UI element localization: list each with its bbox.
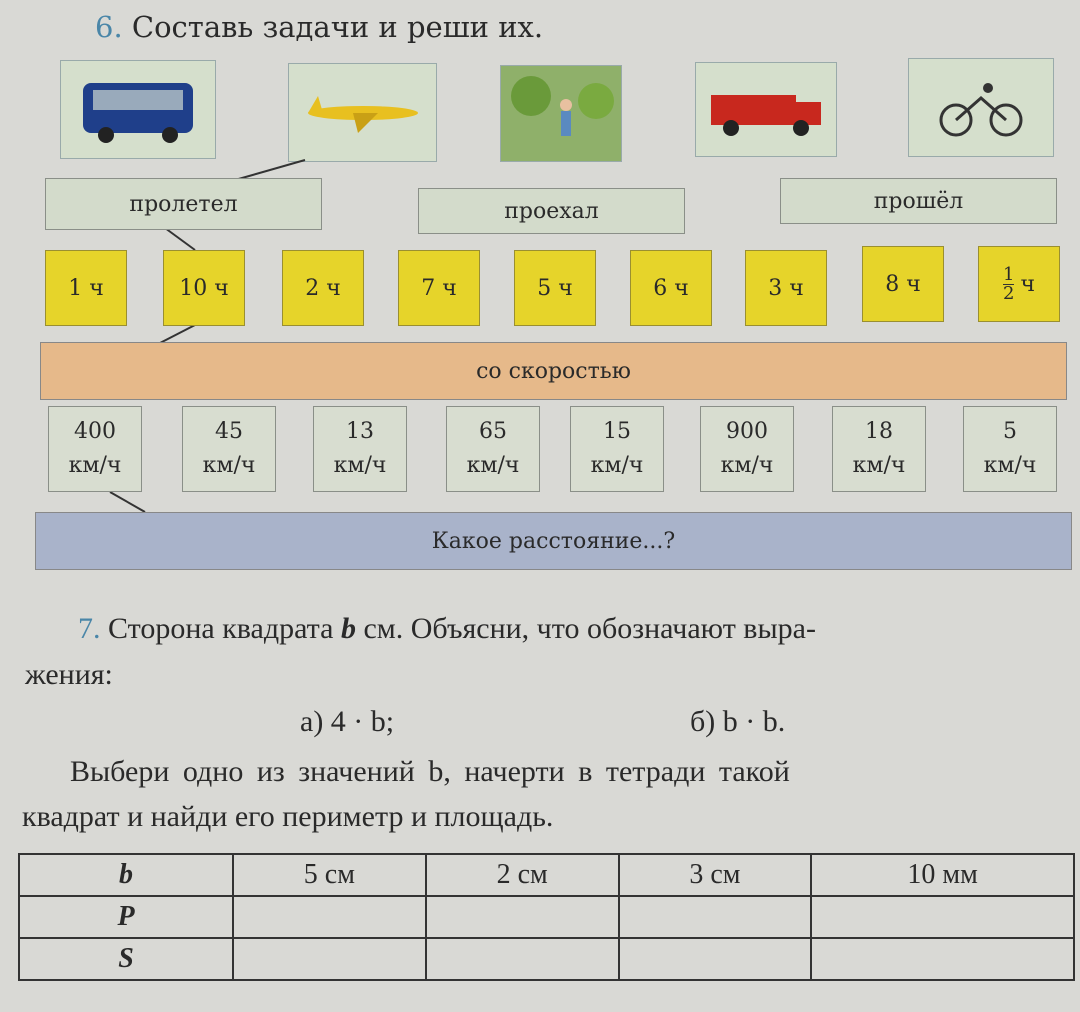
airplane-icon (307, 95, 418, 133)
speed-card: 65 км/ч (446, 406, 540, 492)
cyclist-icon (939, 82, 1023, 136)
speed-card: 5 км/ч (963, 406, 1057, 492)
boy-walking-picture (500, 65, 622, 162)
speed-card: 45 км/ч (182, 406, 276, 492)
task7-line1: 7. Сторона квадрата b см. Объясни, что о… (78, 612, 816, 645)
cyclist-picture (908, 58, 1054, 157)
task6-heading: 6. Составь задачи и реши их. (95, 10, 544, 44)
verb-drove: проехал (418, 188, 685, 234)
task7-line2: жения: (25, 658, 113, 691)
hour-card: 7 ч (398, 250, 480, 326)
verb-walked: прошёл (780, 178, 1057, 224)
airplane-picture (288, 63, 437, 162)
hour-card: 3 ч (745, 250, 827, 326)
speed-card: 900 км/ч (700, 406, 794, 492)
verb-flew: пролетел (45, 178, 322, 230)
task7-line3: Выбери одно из значений b, начерти в тет… (70, 755, 790, 788)
speed-card: 15 км/ч (570, 406, 664, 492)
fire-truck-picture (695, 62, 837, 157)
bus-icon (83, 82, 193, 143)
fire-truck-icon (711, 94, 821, 136)
task7-line4: квадрат и найди его периметр и площадь. (22, 800, 554, 833)
hour-card: 8 ч (862, 246, 944, 322)
hour-card: 10 ч (163, 250, 245, 326)
speed-label-bar: со скоростью (40, 342, 1067, 400)
table-row: b 5 см 2 см 3 см 10 мм (18, 853, 1075, 897)
expression-a: а) 4 · b; (300, 705, 395, 738)
hour-card: 5 ч (514, 250, 596, 326)
speed-card: 18 км/ч (832, 406, 926, 492)
speed-card: 13 км/ч (313, 406, 407, 492)
speed-card: 400 км/ч (48, 406, 142, 492)
expression-b: б) b · b. (690, 705, 786, 738)
hour-card: 1 ч (45, 250, 127, 326)
table-row: S (18, 937, 1075, 981)
boy-walking-icon (511, 76, 614, 136)
bus-picture (60, 60, 216, 159)
question-bar: Какое расстояние...? (35, 512, 1072, 570)
square-table: b 5 см 2 см 3 см 10 мм P S (18, 853, 1075, 981)
hour-card: 2 ч (282, 250, 364, 326)
table-row: P (18, 895, 1075, 939)
hour-card: 6 ч (630, 250, 712, 326)
